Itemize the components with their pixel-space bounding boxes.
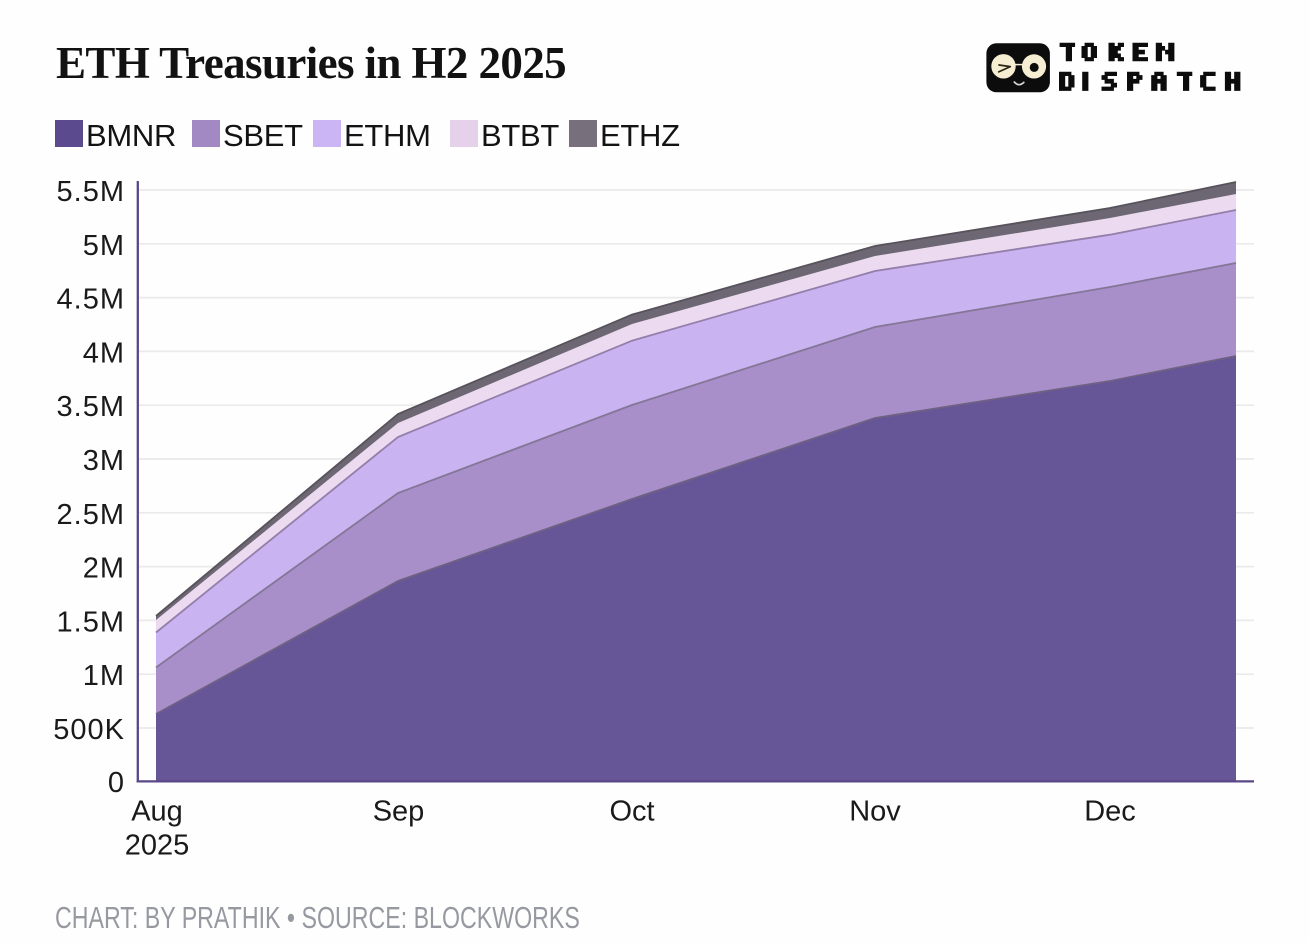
svg-text:4.5M: 4.5M	[57, 284, 125, 316]
svg-text:3M: 3M	[83, 445, 125, 477]
svg-text:2M: 2M	[83, 553, 125, 585]
svg-text:0: 0	[108, 767, 125, 799]
svg-text:Oct: Oct	[609, 796, 654, 828]
svg-text:Nov: Nov	[849, 796, 901, 828]
svg-text:1.5M: 1.5M	[57, 606, 125, 638]
svg-text:5.5M: 5.5M	[57, 176, 125, 208]
svg-text:1M: 1M	[83, 660, 125, 692]
svg-text:3.5M: 3.5M	[57, 391, 125, 423]
svg-text:Aug: Aug	[131, 796, 183, 828]
svg-text:500K: 500K	[53, 714, 125, 746]
svg-text:2.5M: 2.5M	[57, 499, 125, 531]
svg-text:Sep: Sep	[373, 796, 425, 828]
svg-text:2025: 2025	[125, 829, 190, 861]
svg-text:Dec: Dec	[1084, 796, 1136, 828]
svg-text:5M: 5M	[83, 230, 125, 262]
svg-text:4M: 4M	[83, 337, 125, 369]
